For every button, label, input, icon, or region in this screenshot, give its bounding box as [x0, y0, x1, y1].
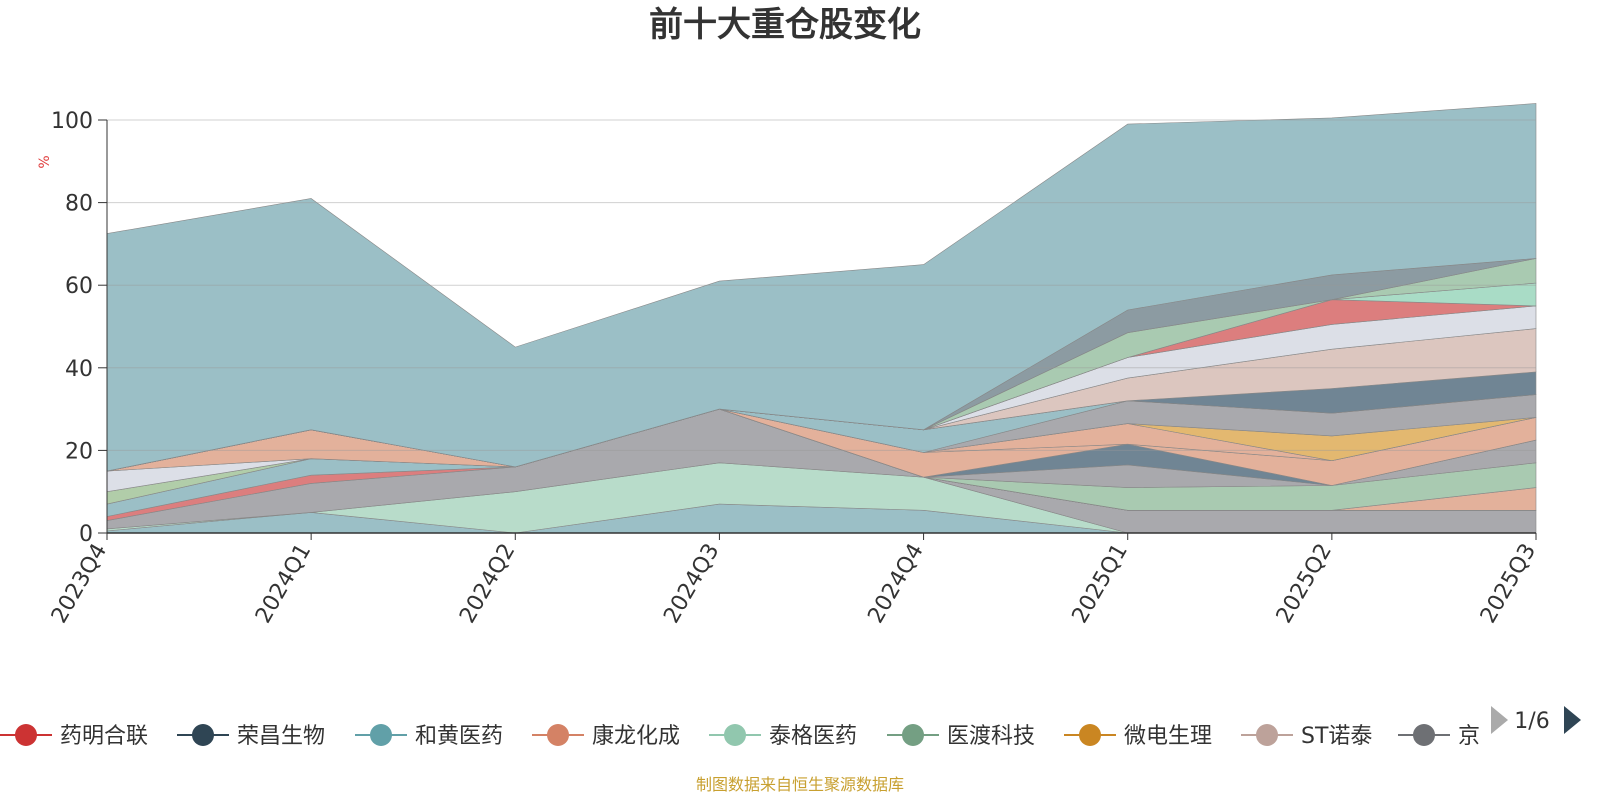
- legend-label: 微电生理: [1124, 724, 1212, 749]
- legend: 药明合联 荣昌生物 和黄医药 康龙化成 泰格医药 医渡科技 微电生理 ST诺泰 京: [0, 724, 1480, 749]
- legend-marker-icon: [1079, 724, 1101, 746]
- legend-marker-icon: [547, 724, 569, 746]
- legend-marker-icon: [1413, 724, 1435, 746]
- legend-label: 京: [1458, 724, 1480, 749]
- legend-item[interactable]: 药明合联: [0, 724, 148, 749]
- legend-item[interactable]: 康龙化成: [532, 724, 680, 749]
- legend-label: 药明合联: [60, 724, 148, 749]
- legend-label: ST诺泰: [1301, 724, 1372, 749]
- legend-next-page-icon[interactable]: [1564, 706, 1581, 734]
- legend-marker-icon: [1256, 724, 1278, 746]
- data-source-note: 制图数据来自恒生聚源数据库: [696, 775, 904, 794]
- area-series-24: [106, 103, 1537, 472]
- legend-item[interactable]: 医渡科技: [887, 724, 1035, 749]
- legend-label: 康龙化成: [592, 724, 680, 749]
- legend-label: 和黄医药: [415, 724, 503, 749]
- legend-item[interactable]: 京: [1398, 724, 1480, 749]
- legend-label: 荣昌生物: [237, 724, 325, 749]
- legend-pagination: 1/6: [1491, 706, 1581, 734]
- legend-marker-icon: [192, 724, 214, 746]
- legend-label: 泰格医药: [769, 724, 857, 749]
- legend-page-indicator: 1/6: [1514, 709, 1549, 734]
- x-tick-label: 2024Q2: [455, 540, 520, 628]
- legend-marker-icon: [15, 724, 37, 746]
- y-tick-label: 20: [65, 439, 93, 464]
- x-tick-label: 2025Q3: [1476, 540, 1541, 628]
- chart-title: 前十大重仓股变化: [649, 5, 921, 45]
- legend-item[interactable]: 和黄医药: [355, 724, 503, 749]
- x-tick-label: 2025Q1: [1068, 540, 1133, 628]
- x-tick-label: 2024Q3: [659, 540, 724, 628]
- y-tick-label: 80: [65, 192, 93, 217]
- area-series-group: [106, 103, 1537, 534]
- legend-item[interactable]: 微电生理: [1064, 724, 1212, 749]
- legend-item[interactable]: ST诺泰: [1241, 724, 1372, 749]
- legend-label: 医渡科技: [947, 724, 1035, 749]
- x-axis: 2023Q4 2024Q1 2024Q2 2024Q3 2024Q4 2025Q1 2025…: [47, 532, 1541, 628]
- y-tick-label: 60: [65, 274, 93, 299]
- legend-marker-icon: [902, 724, 924, 746]
- legend-marker-icon: [724, 724, 746, 746]
- legend-item[interactable]: 泰格医药: [709, 724, 857, 749]
- y-tick-label: 40: [65, 357, 93, 382]
- legend-marker-icon: [370, 724, 392, 746]
- x-tick-label: 2024Q1: [251, 540, 316, 628]
- y-axis-unit: %: [37, 155, 53, 168]
- x-tick-label: 2025Q2: [1272, 540, 1337, 628]
- y-axis: 0 20 40 60 80 100: [51, 109, 108, 547]
- y-tick-label: 0: [79, 522, 93, 547]
- legend-item[interactable]: 荣昌生物: [177, 724, 325, 749]
- x-tick-label: 2024Q4: [863, 540, 928, 628]
- x-tick-label: 2023Q4: [47, 540, 112, 628]
- legend-prev-page-icon[interactable]: [1491, 706, 1508, 734]
- y-tick-label: 100: [51, 109, 93, 134]
